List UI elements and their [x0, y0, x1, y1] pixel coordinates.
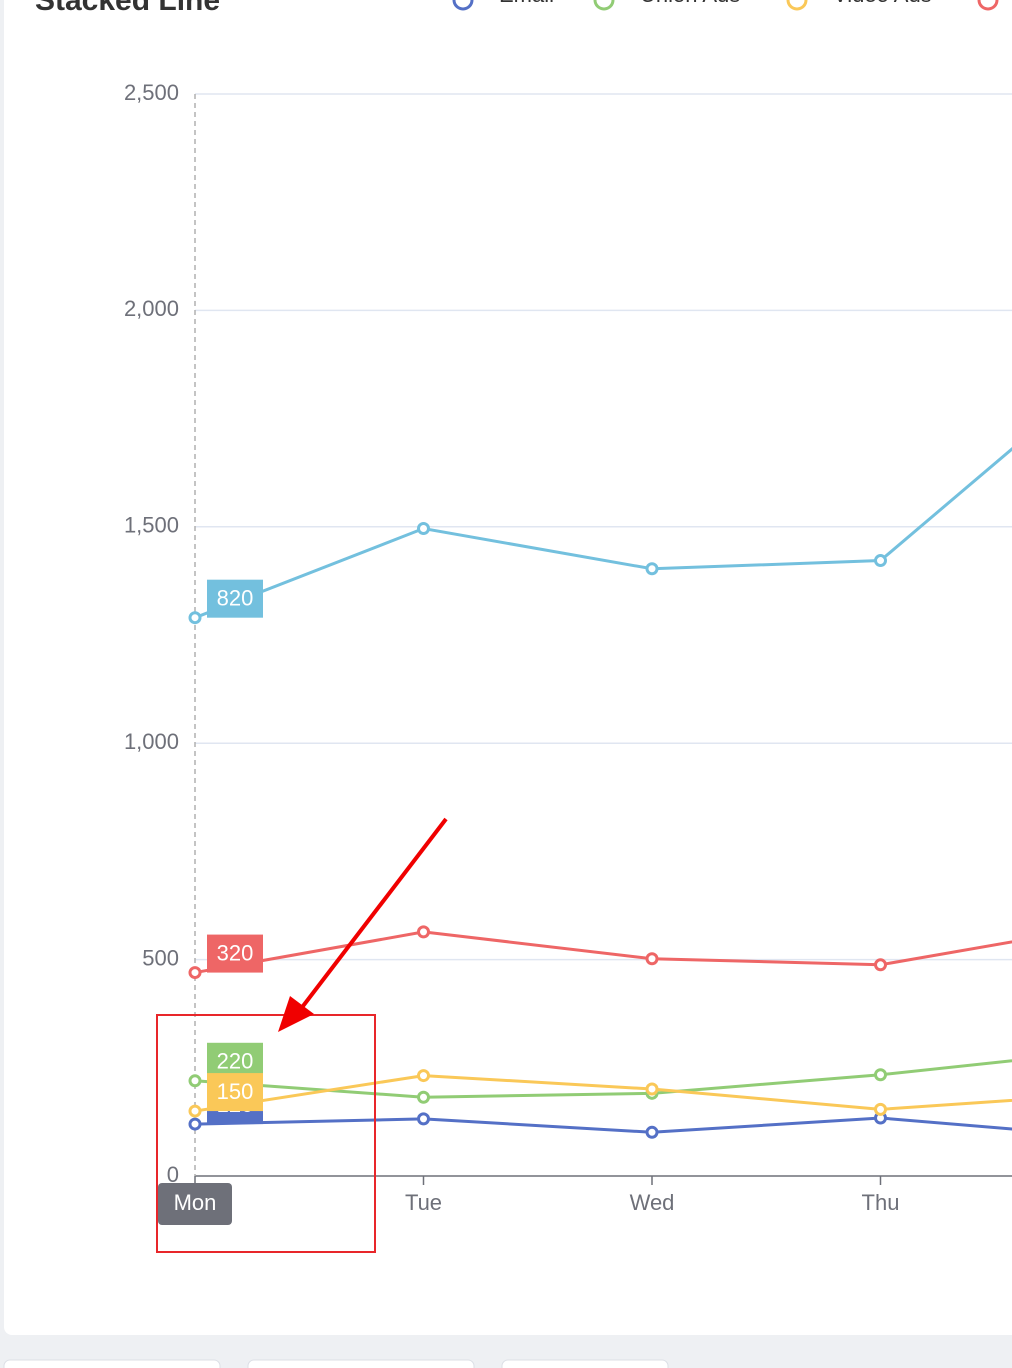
x-tick-label: Wed — [630, 1190, 675, 1215]
data-point — [188, 611, 202, 625]
tab[interactable] — [247, 1359, 475, 1368]
data-label: 820 — [217, 586, 254, 611]
tab[interactable] — [501, 1359, 669, 1368]
y-tick-label: 2,000 — [124, 296, 179, 321]
annotation-box — [156, 1014, 376, 1253]
x-tick-label: Thu — [862, 1190, 900, 1215]
legend-label: Video Ads — [833, 0, 932, 7]
data-label: 150 — [217, 1079, 254, 1104]
axis-pointer-label-bg — [158, 1183, 232, 1225]
data-label-bg — [207, 1073, 263, 1112]
y-tick-label: 1,500 — [124, 513, 179, 538]
x-tick-label: Mon — [174, 1190, 217, 1215]
card — [4, 0, 1012, 1335]
legend-label: Email — [499, 0, 554, 7]
legend-icon — [786, 0, 808, 11]
data-label: 320 — [217, 940, 254, 965]
legend-label: Union Ads — [640, 0, 740, 7]
data-point — [874, 1068, 887, 1082]
data-point — [874, 958, 887, 972]
data-point — [188, 1117, 202, 1131]
data-point — [417, 1090, 430, 1104]
data-label: 220 — [217, 1049, 254, 1074]
tab[interactable] — [3, 1359, 221, 1368]
annotation-arrowhead — [278, 996, 314, 1032]
data-point — [645, 562, 659, 576]
data-point — [874, 554, 887, 568]
x-tick-label: Tue — [405, 1190, 442, 1215]
data-point — [417, 925, 430, 939]
data-point — [188, 966, 202, 980]
y-tick-label: 1,000 — [124, 729, 179, 754]
plot: 05001,0001,5002,0002,500MonTueWedThu1202… — [124, 80, 1012, 1225]
data-point — [645, 1125, 659, 1139]
y-tick-label: 0 — [167, 1162, 179, 1187]
data-point — [188, 1104, 202, 1118]
legend-icon — [593, 0, 615, 11]
data-label-bg — [207, 934, 263, 973]
legend-icon — [452, 0, 474, 11]
data-point — [874, 1102, 887, 1116]
data-point — [645, 1082, 659, 1096]
data-label-bg — [207, 579, 263, 618]
y-tick-label: 2,500 — [124, 80, 179, 105]
legend-icon — [977, 0, 999, 11]
data-point — [645, 952, 659, 966]
annotation-arrow — [298, 817, 448, 1012]
chart-title: Stacked Line — [35, 0, 220, 17]
data-point — [417, 522, 430, 536]
y-tick-label: 500 — [142, 945, 179, 970]
data-point — [417, 1069, 430, 1083]
data-point — [188, 1074, 202, 1088]
data-point — [417, 1112, 430, 1126]
